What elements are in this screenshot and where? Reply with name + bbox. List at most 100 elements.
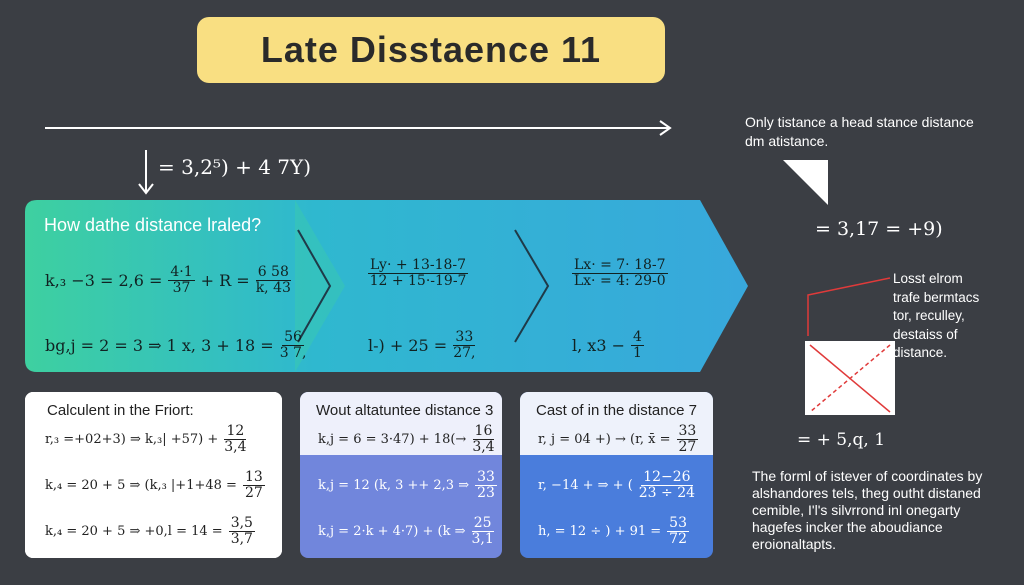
equation-text: bg,j = 2 = 3 ⇒ 1 x, 3 + 18 = (45, 336, 274, 356)
equation-text: + R = (200, 271, 250, 291)
red-arrow (807, 277, 891, 336)
equation-line: k,j = 2·k + 4·7) + (k ⇒ 25 3,1 (318, 515, 494, 548)
denominator: 23 (477, 485, 495, 502)
equation-text: h, = 12 ÷ ) + 91 = (538, 524, 662, 540)
fraction: 56 3 7, (279, 329, 307, 362)
equation-text: k,₃ −3 = 2,6 = (45, 271, 163, 291)
title-box (197, 17, 665, 83)
numerator: 4·1 (168, 264, 195, 282)
card-header (300, 392, 502, 455)
fraction: 12−26 23 ÷ 24 (638, 469, 696, 502)
numerator: 12−26 (641, 469, 693, 487)
equation-text: l-) + 25 = (368, 336, 448, 356)
fraction: Ly· + 13-18-7 12 + 15·-19-7 (368, 257, 469, 290)
card-title: Cast of in the distance 7 (536, 402, 697, 419)
equation-text: k,₄ = 20 + 5 ⇒ +0,l = 14 = (45, 524, 223, 540)
equation-line: k,j = 12 (k, 3 ++ 2,3 ⇒ 33 23 (318, 469, 497, 502)
card: Wout altatuntee distance 3 k,j = 6 = 3·47… (300, 392, 502, 558)
down-arrow-head (138, 183, 154, 195)
fraction: 13 27 (242, 469, 265, 502)
chevron (297, 229, 332, 343)
cross (809, 344, 891, 413)
card: Calculent in the Friort: r,₃ =+02+3) ⇒ k,… (25, 392, 282, 558)
equation-text: k,₄ = 20 + 5 ⇒ (k,₃ |+1+48 = (45, 478, 237, 494)
numerator: 33 (475, 469, 497, 487)
numerator: 16 (472, 423, 495, 441)
denominator: 1 (632, 345, 642, 362)
equation-line: r, j = 04 +) → (r, x̄ = 33 27 (538, 423, 699, 456)
denominator: 37 (172, 280, 191, 297)
denominator: Lx· = 4: 29-0 (573, 273, 666, 290)
fraction: 53 72 (667, 515, 689, 548)
equation-line: Lx· = 7· 18-7 Lx· = 4: 29-0 (572, 257, 668, 290)
paragraph-line: hagefes incker the aboudiance (752, 519, 943, 535)
equation-text: k,j = 2·k + 4·7) + (k ⇒ (318, 524, 466, 540)
denominator: 3 7, (279, 345, 307, 362)
fraction: 33 27, (453, 329, 476, 362)
note: dm atistance. (745, 133, 829, 149)
denominator: 3,4 (224, 439, 247, 456)
equation-line: k,₃ −3 = 2,6 = 4·1 37 + R = 6 58 k, 43 (45, 264, 291, 297)
label: Losst elrom (893, 271, 963, 286)
numerator: Lx· = 7· 18-7 (572, 257, 668, 275)
denominator: 27 (244, 485, 263, 502)
banner (25, 200, 748, 372)
label: trafe bermtacs (893, 289, 980, 305)
paragraph-line: cemible, I'l's silvrrond inl onegarty (752, 502, 961, 518)
fraction: 16 3,4 (472, 423, 495, 456)
card-header (520, 392, 713, 455)
question: How dathe distance lraled? (44, 215, 262, 235)
label: tor, reculley, (893, 308, 965, 323)
numerator: 4 (630, 329, 644, 347)
denominator: 72 (669, 531, 687, 548)
equation: = 3,2⁵) + 4 7Y) (158, 155, 312, 179)
denominator: 3,4 (472, 439, 495, 456)
numerator: 56 (282, 329, 304, 347)
denominator: 3,1 (471, 531, 494, 548)
title: Late Disstaence 11 (260, 29, 602, 70)
numerator: 3,5 (228, 515, 255, 533)
note: Only tistance a head stance distance (745, 114, 974, 130)
fraction: 12 3,4 (224, 423, 247, 456)
denominator: 27 (678, 439, 697, 456)
numerator: 12 (224, 423, 247, 441)
equation-line: r,₃ =+02+3) ⇒ k,₃| +57) + 12 3,4 (45, 423, 247, 456)
label: destaiss of (893, 326, 958, 342)
numerator: 33 (676, 423, 699, 441)
equation-text: l, x3 − (572, 336, 625, 356)
equation-line: l, x3 −4 1 (572, 329, 644, 362)
card: Cast of in the distance 7 r, j = 04 +) → … (520, 392, 713, 558)
equation-line: h, = 12 ÷ ) + 91 = 53 72 (538, 515, 689, 548)
card-title: Wout altatuntee distance 3 (316, 402, 494, 419)
equation-line: k,₄ = 20 + 5 ⇒ (k,₃ |+1+48 = 13 27 (45, 469, 265, 502)
fraction: 6 58 k, 43 (255, 264, 291, 297)
numerator: 33 (453, 329, 476, 347)
equation-text: k,j = 12 (k, 3 ++ 2,3 ⇒ (318, 478, 470, 494)
equation-line: r, −14 + ⇒ + (12−26 23 ÷ 24 (538, 469, 696, 502)
equation-line: Ly· + 13-18-7 12 + 15·-19-7 (368, 257, 469, 290)
equation-line: l-) + 25 = 33 27, (368, 329, 476, 362)
equation-text: k,j = 6 = 3·47) + 18(→ (318, 432, 467, 448)
numerator: 6 58 (255, 264, 291, 282)
fraction: 33 23 (475, 469, 497, 502)
equation-text: r, j = 04 +) → (r, x̄ = (538, 432, 671, 448)
equation-line: k,₄ = 20 + 5 ⇒ +0,l = 14 = 3,5 3,7 (45, 515, 255, 548)
equation-line: k,j = 6 = 3·47) + 18(→ 16 3,4 (318, 423, 495, 456)
numerator: 25 (471, 515, 494, 533)
denominator: 12 + 15·-19-7 (369, 273, 467, 290)
numerator: 13 (242, 469, 265, 487)
fraction: 4·1 37 (168, 264, 195, 297)
chevron (514, 229, 550, 343)
label: distance. (893, 345, 948, 360)
denominator: k, 43 (255, 280, 291, 297)
equation: = 3,17 = +9) (815, 218, 943, 240)
denominator: 23 ÷ 24 (638, 485, 696, 502)
fraction: 3,5 3,7 (228, 515, 255, 548)
equation-line: bg,j = 2 = 3 ⇒ 1 x, 3 + 18 = 56 3 7, (45, 329, 307, 362)
arrow-head (659, 120, 672, 136)
denominator: 3,7 (230, 531, 253, 548)
paragraph-line: alshandores tels, theg outht distaned (752, 485, 981, 501)
